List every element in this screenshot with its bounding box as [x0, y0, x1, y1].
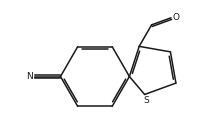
Text: O: O — [172, 13, 179, 22]
Text: S: S — [143, 96, 149, 105]
Text: N: N — [26, 72, 33, 81]
